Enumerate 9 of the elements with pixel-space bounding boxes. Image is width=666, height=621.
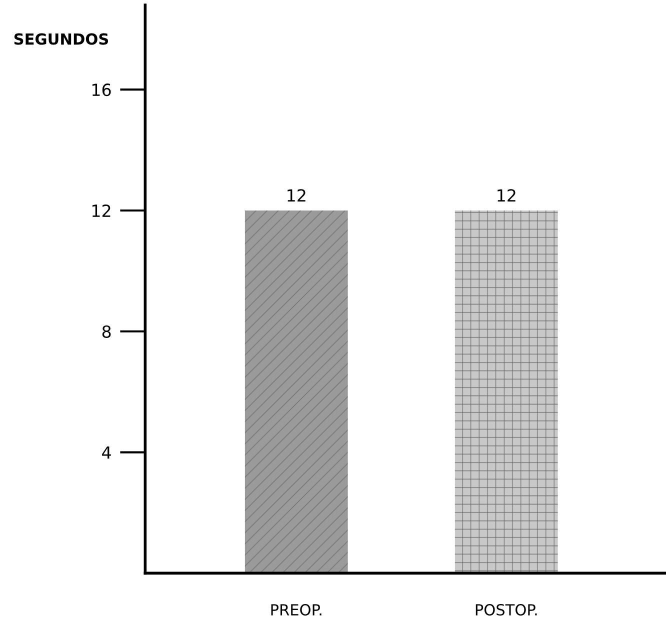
y-axis-title: SEGUNDOS: [14, 33, 108, 45]
y-tick-label: 12: [92, 204, 110, 217]
data-label: 12: [288, 189, 306, 202]
data-label: 12: [498, 189, 516, 202]
y-tick-label: 16: [92, 84, 111, 96]
x-tick-label: PREOP.: [271, 604, 322, 616]
x-tick-label: POSTOP.: [476, 604, 537, 616]
y-tick-label: 8: [102, 325, 111, 338]
y-tick-label: 4: [102, 446, 111, 459]
